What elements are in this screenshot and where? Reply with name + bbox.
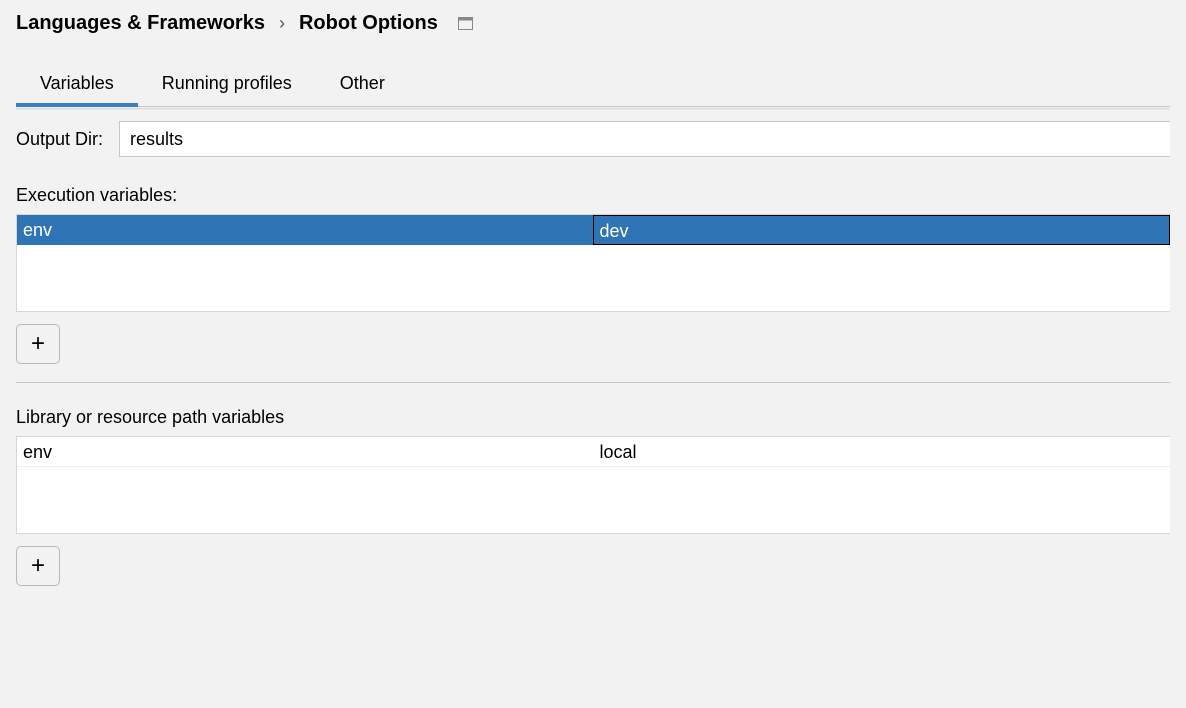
chevron-right-icon: › bbox=[279, 13, 285, 34]
divider bbox=[16, 382, 1170, 383]
output-dir-label: Output Dir: bbox=[16, 129, 103, 150]
tab-other[interactable]: Other bbox=[316, 63, 409, 106]
table-cell-value[interactable]: local bbox=[594, 437, 1171, 466]
table-cell-key[interactable]: env bbox=[17, 215, 593, 245]
window-icon bbox=[458, 17, 473, 30]
tabs: Variables Running profiles Other bbox=[16, 63, 1170, 107]
output-dir-row: Output Dir: bbox=[16, 121, 1170, 157]
breadcrumb: Languages & Frameworks › Robot Options bbox=[16, 12, 1170, 35]
path-variables-label: Library or resource path variables bbox=[16, 407, 1170, 428]
table-row[interactable]: env dev bbox=[17, 215, 1170, 245]
tab-running-profiles[interactable]: Running profiles bbox=[138, 63, 316, 106]
execution-variables-label: Execution variables: bbox=[16, 185, 1170, 206]
output-dir-input[interactable] bbox=[119, 121, 1170, 157]
add-path-variable-button[interactable]: + bbox=[16, 546, 60, 586]
add-execution-variable-button[interactable]: + bbox=[16, 324, 60, 364]
path-variables-table: env local bbox=[16, 436, 1170, 534]
breadcrumb-current: Robot Options bbox=[299, 12, 438, 35]
table-cell-key[interactable]: env bbox=[17, 437, 594, 466]
breadcrumb-parent[interactable]: Languages & Frameworks bbox=[16, 12, 265, 35]
execution-variables-table: env dev bbox=[16, 214, 1170, 312]
table-row[interactable]: env local bbox=[17, 437, 1170, 467]
tab-variables[interactable]: Variables bbox=[16, 63, 138, 106]
table-cell-value[interactable]: dev bbox=[593, 215, 1171, 245]
